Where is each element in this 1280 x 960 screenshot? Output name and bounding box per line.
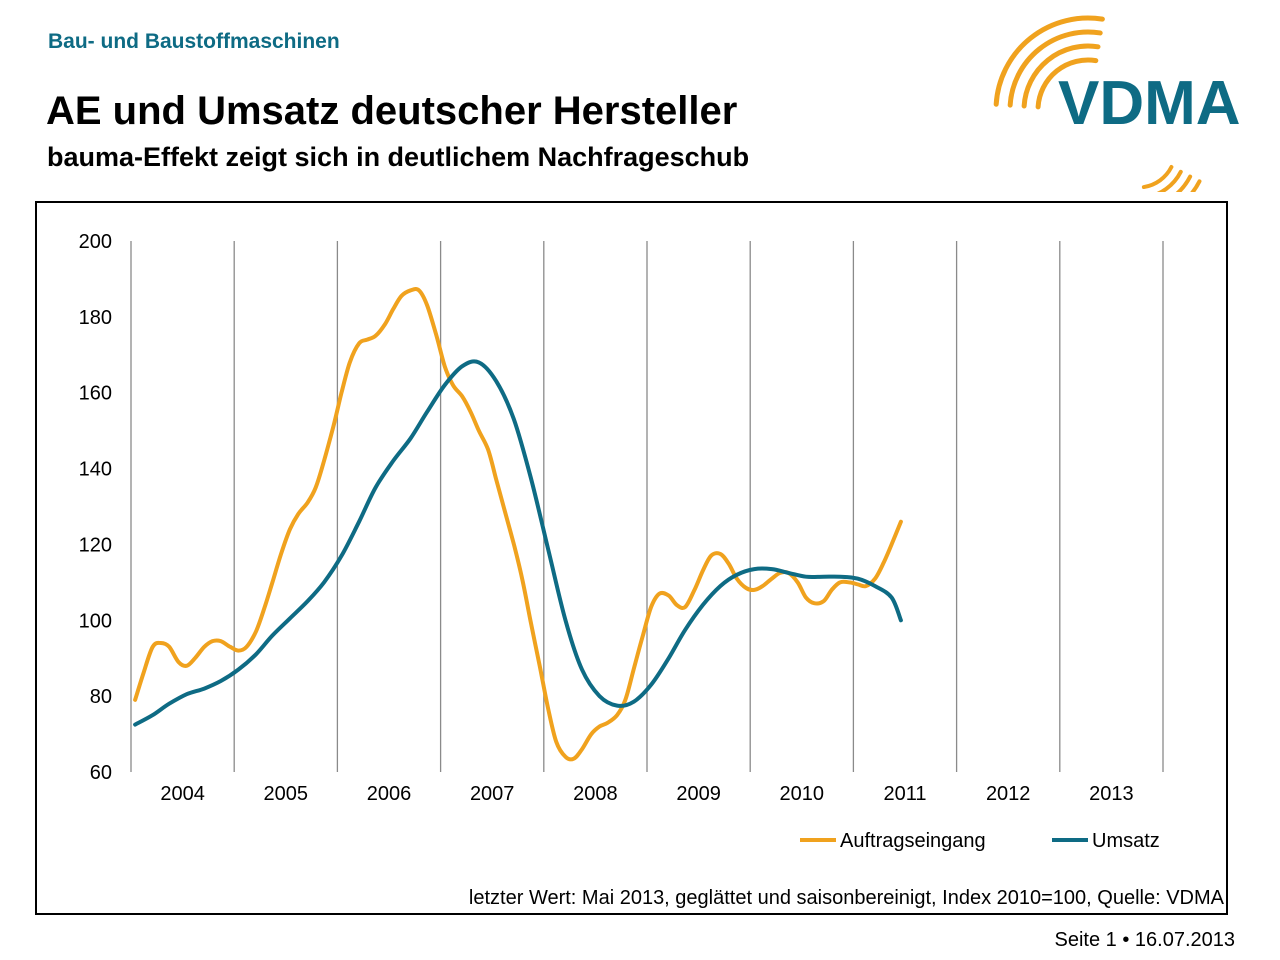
logo-text: VDMA [1058, 69, 1241, 138]
x-tick-label: 2009 [676, 783, 721, 805]
y-tick-label: 100 [79, 610, 112, 632]
logo-arc [993, 15, 1105, 107]
legend-label: Auftragseingang [840, 830, 986, 852]
x-tick-label: 2011 [883, 783, 926, 805]
series-line-auftragseingang [133, 286, 903, 762]
page-footer: Seite 1 • 16.07.2013 [1054, 929, 1235, 951]
legend-label: Umsatz [1092, 830, 1160, 852]
chart-frame [35, 201, 1228, 915]
page-title: AE und Umsatz deutscher Hersteller [46, 89, 738, 133]
x-tick-label: 2010 [780, 783, 825, 805]
y-tick-label: 140 [79, 459, 112, 481]
x-tick-label: 2004 [160, 783, 205, 805]
page-subtitle: bauma-Effekt zeigt sich in deutlichem Na… [47, 142, 750, 172]
y-tick-label: 160 [79, 383, 112, 405]
y-tick-label: 200 [79, 231, 112, 253]
x-tick-label: 2005 [264, 783, 309, 805]
logo-arc [1007, 29, 1103, 108]
section-label: Bau- und Baustoffmaschinen [48, 30, 340, 53]
y-tick-label: 120 [79, 534, 112, 556]
x-tick-label: 2012 [986, 783, 1031, 805]
source-note: letzter Wert: Mai 2013, geglättet und sa… [468, 887, 1224, 909]
series-line-umsatz [133, 359, 903, 727]
y-tick-label: 80 [90, 686, 112, 708]
logo-arc [1141, 165, 1174, 190]
x-tick-label: 2008 [573, 783, 618, 805]
x-tick-label: 2013 [1089, 783, 1134, 805]
y-tick-label: 60 [90, 762, 112, 784]
logo-arc [1035, 57, 1099, 110]
x-tick-label: 2006 [367, 783, 412, 805]
x-tick-label: 2007 [470, 783, 515, 805]
logo-arc [1021, 43, 1101, 109]
y-tick-label: 180 [79, 307, 112, 329]
